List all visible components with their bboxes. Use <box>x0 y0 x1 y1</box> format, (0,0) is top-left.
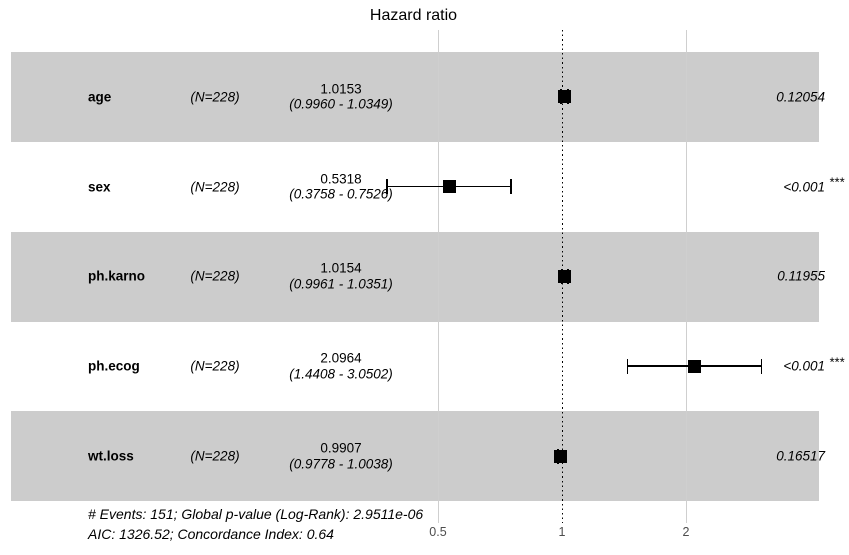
row-label: age <box>88 89 112 105</box>
estimate-value: 1.0153 <box>320 81 362 97</box>
row-n: (N=228) <box>190 448 240 464</box>
row-label: ph.karno <box>88 268 146 284</box>
estimate-ci: (0.9960 - 1.0349) <box>289 96 393 112</box>
hr-point-marker <box>442 180 456 194</box>
ci-cap-high <box>510 179 512 195</box>
estimate-ci: (1.4408 - 3.0502) <box>289 366 393 382</box>
forest-row-age: age (N=228) 1.0153 (0.9960 - 1.0349) 0.1… <box>0 52 849 142</box>
chart-title: Hazard ratio <box>369 7 458 24</box>
row-pvalue: <0.001 *** <box>783 175 844 195</box>
estimate-value: 1.0154 <box>320 260 362 276</box>
estimate-ci: (0.9961 - 1.0351) <box>289 276 393 292</box>
gridline-0.5 <box>438 30 439 523</box>
ci-cap-high <box>760 358 763 374</box>
footer-line-events: # Events: 151; Global p-value (Log-Rank)… <box>88 506 424 522</box>
zebra-band <box>11 231 819 322</box>
row-n: (N=228) <box>190 179 240 195</box>
row-estimate: 2.0964 (1.4408 - 3.0502) <box>271 351 411 382</box>
hr-point-marker <box>558 90 572 104</box>
pvalue-text: 0.12054 <box>776 89 825 105</box>
row-pvalue: 0.12054 <box>776 89 825 104</box>
pvalue-text: <0.001 <box>783 358 825 374</box>
row-pvalue: <0.001 *** <box>783 354 844 374</box>
row-pvalue: 0.11955 <box>777 269 825 284</box>
significance-stars: *** <box>829 354 845 370</box>
row-estimate: 1.0154 (0.9961 - 1.0351) <box>271 261 411 292</box>
row-n: (N=228) <box>190 268 240 284</box>
significance-stars: *** <box>829 174 845 190</box>
hr-point-marker <box>687 359 701 373</box>
pvalue-text: 0.11955 <box>777 268 825 284</box>
forest-row-ph-ecog: ph.ecog (N=228) 2.0964 (1.4408 - 3.0502)… <box>0 321 849 411</box>
row-n: (N=228) <box>190 89 240 105</box>
estimate-value: 0.9907 <box>320 440 362 456</box>
pvalue-text: 0.16517 <box>776 448 825 464</box>
row-label: ph.ecog <box>88 358 140 374</box>
hr-point-marker <box>553 449 567 463</box>
forest-row-ph-karno: ph.karno (N=228) 1.0154 (0.9961 - 1.0351… <box>0 231 849 322</box>
hr-point-marker <box>558 269 572 283</box>
model-stats-footer: # Events: 151; Global p-value (Log-Rank)… <box>88 504 423 544</box>
row-estimate: 0.9907 (0.9778 - 1.0038) <box>271 441 411 472</box>
estimate-ci: (0.9778 - 1.0038) <box>289 456 393 472</box>
zebra-band <box>11 52 819 142</box>
x-tick-1: 1 <box>558 525 566 539</box>
estimate-ci: (0.3758 - 0.7526) <box>289 186 393 202</box>
forest-row-sex: sex (N=228) 0.5318 (0.3758 - 0.7526) <0.… <box>0 142 849 232</box>
estimate-value: 2.0964 <box>320 350 362 366</box>
estimate-value: 0.5318 <box>320 171 362 187</box>
row-n: (N=228) <box>190 358 240 374</box>
x-tick-0.5: 0.5 <box>429 525 447 539</box>
row-label: wt.loss <box>88 448 134 464</box>
ci-cap-low <box>626 358 629 374</box>
row-estimate: 0.5318 (0.3758 - 0.7526) <box>271 171 411 202</box>
ci-cap-low <box>386 179 388 195</box>
row-label: sex <box>88 179 111 195</box>
footer-line-aic: AIC: 1326.52; Concordance Index: 0.64 <box>88 526 334 542</box>
row-estimate: 1.0153 (0.9960 - 1.0349) <box>271 81 411 112</box>
x-tick-2: 2 <box>682 525 690 539</box>
forest-row-wt-loss: wt.loss (N=228) 0.9907 (0.9778 - 1.0038)… <box>0 411 849 502</box>
zebra-band <box>11 411 819 502</box>
row-pvalue: 0.16517 <box>776 449 825 464</box>
pvalue-text: <0.001 <box>783 179 825 195</box>
gridline-2 <box>686 30 687 523</box>
